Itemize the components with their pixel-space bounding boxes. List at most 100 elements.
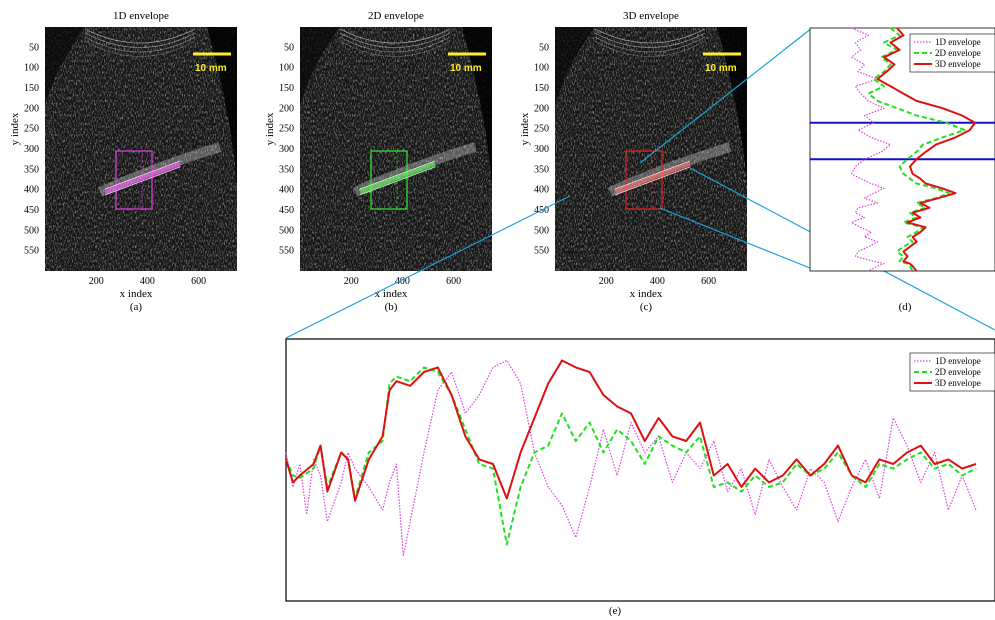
fan-edge-left [300, 27, 340, 107]
legend-entry: 1D envelope [935, 356, 981, 366]
legend-entry: 1D envelope [935, 37, 981, 47]
y-tick-label: 300 [24, 144, 39, 155]
speckle-texture [300, 27, 492, 271]
transducer-arc [84, 40, 196, 57]
x-tick-label: 600 [701, 276, 716, 287]
x-tick-label: 200 [344, 276, 359, 287]
scale-bar-label: 10 mm [705, 63, 737, 74]
y-tick-label: 250 [24, 124, 39, 135]
y-tick-label: 550 [534, 246, 549, 257]
transducer-arc [339, 40, 451, 57]
measurement-band-edge [359, 166, 436, 196]
transducer-arc [594, 28, 706, 44]
legend-entry: 2D envelope [935, 367, 981, 377]
series-line-1d [285, 359, 977, 557]
legend-entry: 2D envelope [935, 48, 981, 58]
x-tick-label: 200 [89, 276, 104, 287]
y-tick-label: 400 [24, 185, 39, 196]
y-tick-label: 350 [24, 164, 39, 175]
y-tick-label: 500 [24, 225, 39, 236]
y-tick-label: 50 [539, 42, 549, 53]
y-tick-label: 100 [534, 63, 549, 74]
panel-a: 1D envelope 10 mm 50 100 150 200 250 300 350 400 4… [9, 10, 237, 313]
y-tick-label: 50 [29, 42, 39, 53]
y-tick-label: 100 [279, 63, 294, 74]
y-axis-label: y index [264, 112, 276, 145]
measurement-band-edge [359, 160, 436, 190]
panel-title: 2D envelope [368, 10, 424, 22]
measurement-band [613, 161, 692, 195]
panel-caption: (d) [899, 301, 912, 313]
roi-rectangle [370, 150, 408, 210]
x-tick-label: 600 [191, 276, 206, 287]
ultrasound-image [300, 27, 492, 271]
x-tick-label: 400 [140, 276, 155, 287]
y-tick-label: 300 [534, 144, 549, 155]
transducer-arc [84, 36, 196, 53]
panel-caption: (c) [640, 301, 653, 313]
y-tick-label: 100 [24, 63, 39, 74]
measurement-band-edge [614, 160, 691, 190]
y-tick-label: 550 [24, 246, 39, 257]
legend-entry: 3D envelope [935, 59, 981, 69]
x-tick-label: 200 [599, 276, 614, 287]
plot-area [285, 338, 995, 602]
scale-bar-label: 10 mm [195, 63, 227, 74]
transducer-arc [339, 32, 451, 48]
y-tick-label: 250 [279, 124, 294, 135]
series-line-2d [867, 27, 966, 272]
y-tick-label: 400 [534, 185, 549, 196]
fan-edge-right [462, 27, 492, 187]
transducer-arc [339, 36, 451, 53]
roi-rectangle [115, 150, 153, 210]
y-tick-label: 50 [284, 42, 294, 53]
y-tick-label: 200 [279, 103, 294, 114]
x-axis-label: x index [375, 288, 408, 300]
y-tick-label: 500 [279, 225, 294, 236]
y-tick-label: 200 [534, 103, 549, 114]
roi-rectangle [625, 150, 663, 210]
panel-b: 2D envelope 10 mm 50 100 150 200 250 300 350 400 4… [264, 10, 492, 313]
transducer-arc [84, 32, 196, 48]
y-tick-label: 300 [279, 144, 294, 155]
speckle-texture [45, 27, 237, 271]
y-axis-label: y index [9, 112, 21, 145]
legend-entry: 3D envelope [935, 378, 981, 388]
zoom-line [659, 207, 811, 269]
scale-bar-label: 10 mm [450, 63, 482, 74]
panel-caption: (e) [609, 605, 622, 617]
y-tick-label: 150 [534, 83, 549, 94]
transducer-arc [339, 28, 451, 44]
y-tick-label: 350 [534, 164, 549, 175]
fan-edge-left [555, 27, 595, 107]
y-tick-label: 150 [24, 83, 39, 94]
zoom-line [639, 27, 813, 164]
y-tick-label: 400 [279, 185, 294, 196]
transducer-arc [84, 28, 196, 44]
x-tick-label: 400 [395, 276, 410, 287]
y-tick-label: 450 [24, 205, 39, 216]
measurement-band-edge [614, 166, 691, 196]
x-tick-label: 600 [446, 276, 461, 287]
y-tick-label: 350 [279, 164, 294, 175]
y-tick-label: 200 [24, 103, 39, 114]
y-tick-label: 450 [279, 205, 294, 216]
fan-edge-left [45, 27, 85, 107]
y-tick-label: 550 [279, 246, 294, 257]
panel-caption: (a) [130, 301, 143, 313]
x-axis-label: x index [630, 288, 663, 300]
transducer-arc [594, 40, 706, 57]
y-tick-label: 250 [534, 124, 549, 135]
series-line-1d [850, 27, 892, 272]
measurement-band [103, 161, 182, 195]
transducer-arc [594, 32, 706, 48]
zoom-line [285, 195, 571, 339]
series-line-3d [285, 359, 977, 502]
measurement-band-edge [104, 160, 181, 190]
measurement-band [358, 161, 437, 195]
transducer-arc [594, 36, 706, 53]
